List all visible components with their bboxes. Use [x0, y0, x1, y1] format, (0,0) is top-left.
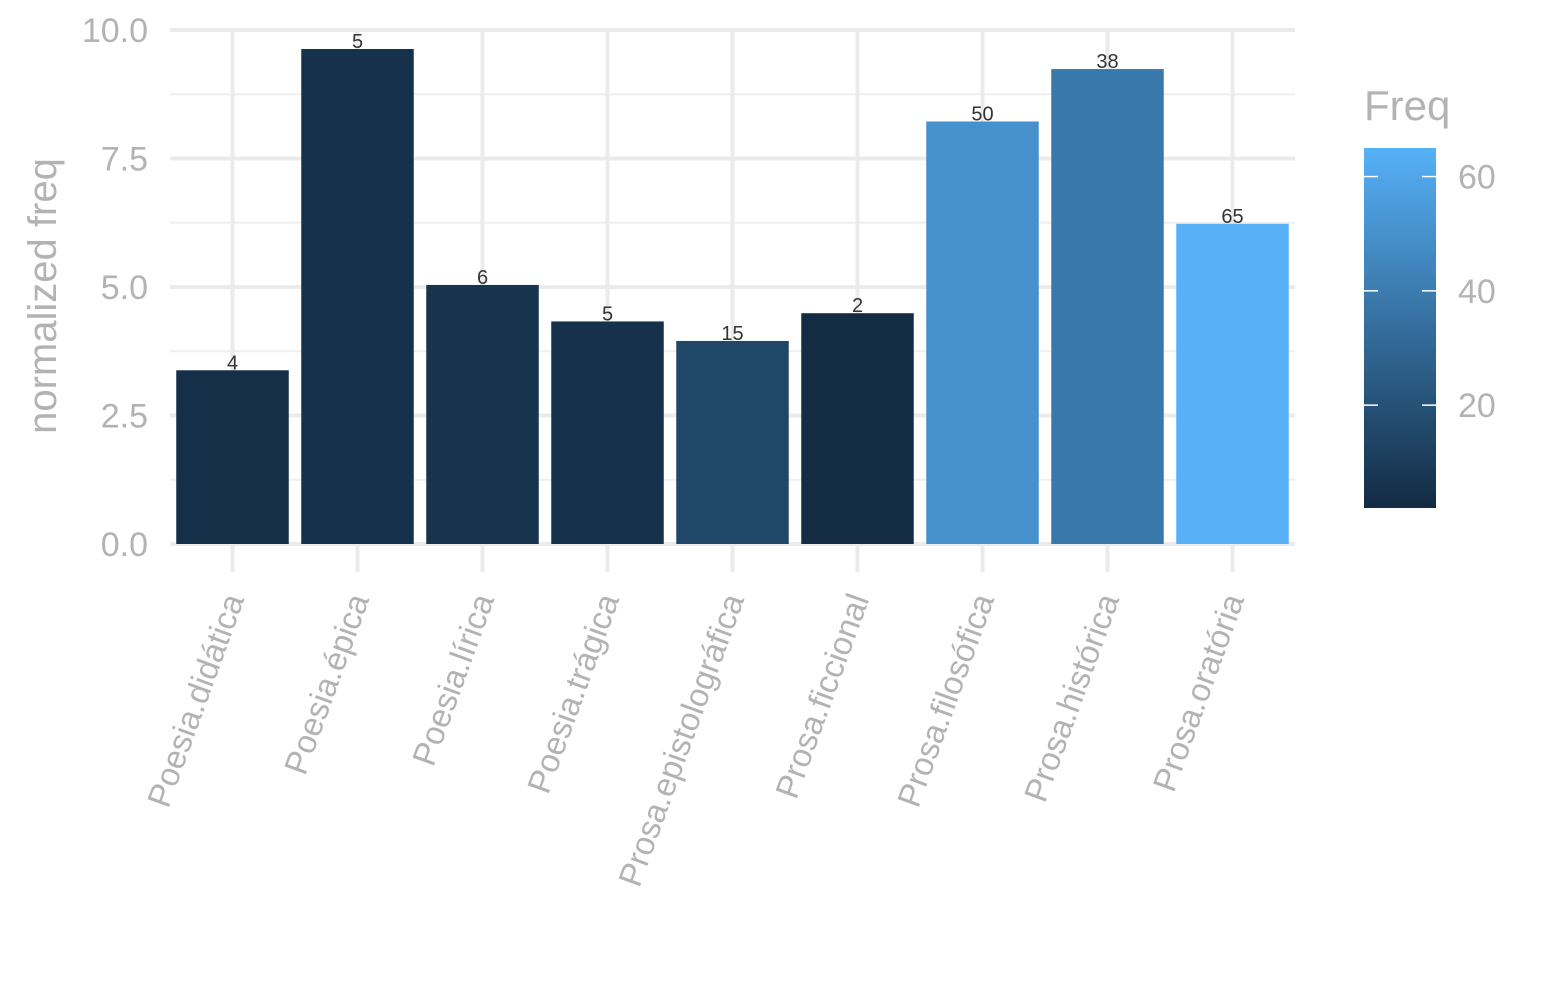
y-axis-ticks: 0.0 2.5 5.0 7.5 10.0 — [82, 12, 148, 564]
y-tick-label: 5.0 — [101, 269, 148, 307]
x-tick-label: Poesia.épica — [277, 588, 377, 779]
x-axis-ticks: Poesia.didática Poesia.épica Poesia.lírica… — [140, 588, 1252, 891]
bar-value-label: 4 — [227, 352, 238, 374]
x-tick-label: Prosa.ficcional — [768, 589, 876, 803]
y-tick-label: 0.0 — [101, 526, 148, 564]
y-axis-title: normalized freq — [21, 158, 65, 434]
bar — [801, 313, 914, 544]
bar-value-label: 5 — [602, 303, 613, 325]
legend-ticks: 20 40 60 — [1364, 159, 1496, 425]
y-tick-label: 7.5 — [101, 141, 148, 179]
bar — [301, 49, 414, 544]
bar-value-label: 2 — [852, 295, 863, 317]
bar-value-label: 6 — [477, 267, 488, 289]
legend-tick-label: 60 — [1458, 159, 1496, 197]
bar — [176, 370, 289, 544]
x-tick-label: Prosa.histórica — [1017, 588, 1127, 806]
bar — [1176, 223, 1289, 544]
bar-value-label: 50 — [971, 103, 993, 125]
color-legend: Freq 20 40 60 — [1364, 82, 1496, 508]
bar — [551, 321, 664, 544]
x-tick-label: Prosa.epistolográfica — [611, 588, 751, 891]
x-tick-label: Poesia.trágica — [520, 588, 627, 798]
legend-title: Freq — [1364, 82, 1450, 129]
bar — [1051, 69, 1164, 545]
legend-colorbar — [1364, 148, 1436, 508]
legend-tick-label: 20 — [1458, 387, 1496, 425]
legend-tick-label: 40 — [1458, 273, 1496, 311]
x-tick-label: Prosa.filosófica — [890, 588, 1002, 812]
x-tick-label: Poesia.didática — [140, 588, 252, 812]
bar — [426, 284, 539, 544]
x-tick-label: Prosa.oratória — [1145, 588, 1251, 796]
bar-value-label: 65 — [1221, 206, 1243, 228]
y-tick-label: 10.0 — [82, 12, 148, 50]
bars — [176, 49, 1289, 545]
y-tick-label: 2.5 — [101, 398, 148, 436]
x-tick-label: Poesia.lírica — [405, 588, 501, 770]
bar — [926, 121, 1039, 544]
bar-value-label: 38 — [1096, 51, 1118, 73]
bar-value-label: 15 — [721, 323, 743, 345]
bar-value-label: 5 — [352, 31, 363, 53]
bar — [676, 340, 789, 544]
